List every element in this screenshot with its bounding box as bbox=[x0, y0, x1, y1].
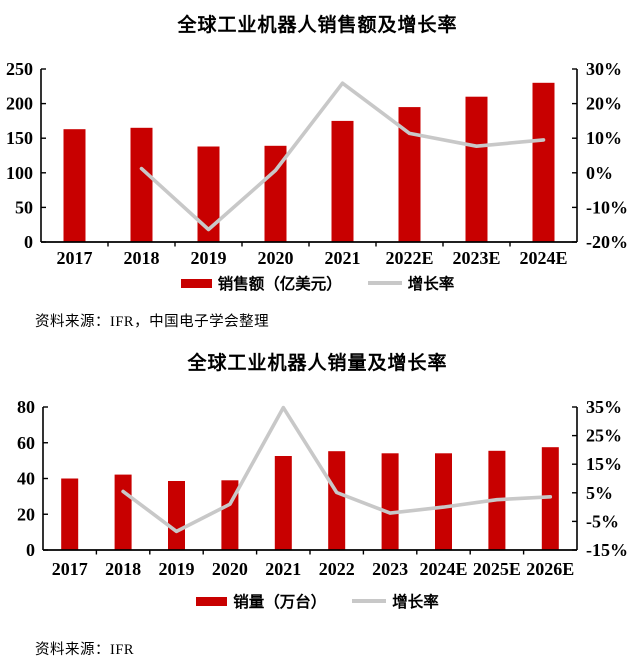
left-tick-label: 60 bbox=[17, 433, 35, 453]
right-tick-label: 0% bbox=[586, 163, 613, 183]
source-note-volume: 资料来源：IFR bbox=[35, 642, 135, 658]
bar-2024E bbox=[532, 82, 555, 242]
left-tick-label: 0 bbox=[26, 540, 35, 560]
bar-2022E bbox=[398, 107, 421, 242]
right-tick-label: 15% bbox=[586, 454, 622, 474]
left-tick-label: 200 bbox=[6, 94, 33, 114]
bars-group bbox=[61, 447, 559, 550]
x-category-label: 2018 bbox=[105, 559, 141, 579]
chart-title-sales: 全球工业机器人销售额及增长率 bbox=[177, 15, 458, 36]
line-swatch-icon bbox=[367, 281, 402, 285]
x-category-label: 2017 bbox=[52, 559, 88, 579]
legend-label-volume: 销量（万台） bbox=[233, 594, 327, 611]
x-category-label: 2026E bbox=[526, 559, 574, 579]
x-category-label: 2025E bbox=[473, 559, 521, 579]
x-category-label: 2020 bbox=[212, 559, 248, 579]
bar-2017 bbox=[63, 129, 86, 242]
x-category-label: 2023 bbox=[372, 559, 408, 579]
right-tick-label: 5% bbox=[586, 483, 613, 503]
bar-2021 bbox=[274, 456, 292, 550]
legend-label-growth: 增长率 bbox=[392, 594, 439, 611]
bar-2019 bbox=[197, 146, 220, 242]
bar-2023E bbox=[465, 96, 488, 242]
legend-item-volume: 销量（万台） bbox=[196, 590, 326, 612]
bar-swatch-icon bbox=[180, 278, 212, 288]
x-category-label: 2021 bbox=[265, 559, 301, 579]
chart-title-volume: 全球工业机器人销量及增长率 bbox=[187, 353, 448, 374]
legend-item-growth: 增长率 bbox=[352, 590, 439, 612]
bar-2018 bbox=[130, 127, 153, 242]
right-tick-label: -20% bbox=[586, 232, 628, 252]
x-category-label: 2017 bbox=[57, 248, 93, 268]
bar-2017 bbox=[61, 478, 79, 550]
x-category-label: 2020 bbox=[258, 248, 294, 268]
legend-item-sales: 销售额（亿美元） bbox=[180, 272, 342, 294]
legend-item-growth: 增长率 bbox=[367, 272, 455, 294]
growth-line bbox=[121, 405, 553, 534]
bar-2021 bbox=[331, 120, 354, 242]
x-category-label: 2024E bbox=[519, 248, 567, 268]
legend-label-growth: 增长率 bbox=[407, 276, 455, 293]
bar-2020 bbox=[264, 145, 287, 242]
left-tick-label: 20 bbox=[17, 504, 35, 524]
right-tick-label: -10% bbox=[586, 197, 628, 217]
right-tick-label: 30% bbox=[586, 59, 622, 79]
left-tick-label: 100 bbox=[6, 163, 33, 183]
sales-chart-legend: 销售额（亿美元） 增长率 bbox=[0, 272, 635, 294]
source-note-sales: 资料来源：IFR，中国电子学会整理 bbox=[35, 314, 270, 330]
left-tick-label: 0 bbox=[24, 232, 33, 252]
right-tick-label: 10% bbox=[586, 128, 622, 148]
right-tick-label: 20% bbox=[586, 94, 622, 114]
left-tick-label: 40 bbox=[17, 469, 35, 489]
x-category-label: 2019 bbox=[191, 248, 227, 268]
x-category-label: 2019 bbox=[159, 559, 195, 579]
bar-2019 bbox=[168, 481, 185, 550]
right-tick-label: -15% bbox=[586, 540, 628, 560]
bar-2022 bbox=[328, 451, 346, 550]
left-tick-label: 50 bbox=[15, 197, 33, 217]
left-tick-label: 80 bbox=[17, 397, 35, 417]
bar-2023 bbox=[381, 453, 399, 550]
growth-line bbox=[139, 81, 546, 232]
left-tick-label: 250 bbox=[6, 59, 33, 79]
x-category-label: 2024E bbox=[419, 559, 467, 579]
right-tick-label: -5% bbox=[586, 511, 619, 531]
left-tick-label: 150 bbox=[6, 128, 33, 148]
right-tick-label: 25% bbox=[586, 426, 622, 446]
bars-group bbox=[63, 82, 555, 242]
x-category-label: 2022E bbox=[385, 248, 433, 268]
x-category-label: 2023E bbox=[452, 248, 500, 268]
right-tick-label: 35% bbox=[586, 397, 622, 417]
x-category-label: 2021 bbox=[325, 248, 361, 268]
bar-2018 bbox=[114, 474, 132, 550]
bar-2024E bbox=[435, 453, 452, 550]
volume-chart-legend: 销量（万台） 增长率 bbox=[0, 590, 635, 612]
x-category-label: 2018 bbox=[124, 248, 160, 268]
chart-plot-1: 0 20 40 60 80 -15% -5% 5% 15% 25% 35% 2017 2018 2019 2… bbox=[17, 397, 628, 579]
line-swatch-icon bbox=[352, 599, 387, 603]
bar-swatch-icon bbox=[196, 596, 228, 606]
chart-plot-0: 0 50 100 150 200 250 -20% -10% 0% 10% 20% 30% 2017 20… bbox=[6, 59, 628, 268]
legend-label-sales: 销售额（亿美元） bbox=[217, 276, 342, 293]
x-category-label: 2022 bbox=[319, 559, 355, 579]
